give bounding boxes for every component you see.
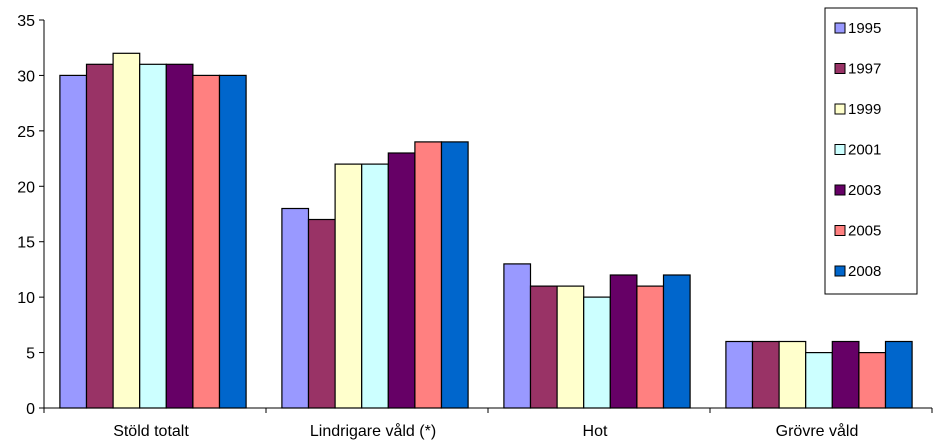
bar-2008-2 [440, 141, 469, 409]
bar-1995-2 [281, 207, 310, 409]
y-tick-label-0: 0 [26, 401, 35, 418]
bar-2001-3 [583, 296, 611, 409]
y-tick-label-20: 20 [17, 179, 35, 196]
legend-label-2003: 2003 [848, 182, 881, 199]
y-tick-label-35: 35 [17, 13, 35, 30]
legend-swatch-2001 [834, 144, 846, 155]
x-tick-label-3: Hot [583, 423, 608, 440]
bar-2005-3 [636, 285, 665, 409]
bar-1995-1 [59, 74, 88, 409]
legend-label-1997: 1997 [848, 61, 881, 78]
y-tick-label-5: 5 [26, 346, 35, 363]
legend-label-1999: 1999 [848, 101, 881, 118]
bar-2003-1 [165, 63, 194, 409]
legend-swatch-2005 [834, 225, 846, 236]
legend-label-2008: 2008 [848, 263, 881, 280]
legend: 1995 1997 1999 2001 2003 2005 2008 [824, 7, 918, 295]
y-tick-label-25: 25 [17, 124, 35, 141]
legend-label-2001: 2001 [848, 142, 881, 159]
bar-1997-1 [85, 63, 114, 409]
bar-1995-3 [503, 263, 532, 409]
x-tick-label-4: Grövre våld [776, 422, 859, 440]
x-tick-label-2: Lindrigare våld (*) [310, 422, 436, 440]
bar-1999-4 [778, 340, 807, 409]
y-tick-label-10: 10 [17, 290, 35, 307]
bar-1995-4 [725, 340, 754, 409]
bar-1999-1 [112, 52, 141, 409]
legend-swatch-2003 [834, 184, 846, 196]
bar-2001-1 [139, 63, 167, 409]
bar-1997-4 [751, 340, 780, 409]
bar-2008-1 [218, 74, 247, 409]
legend-swatch-2008 [834, 265, 846, 277]
legend-swatch-1999 [834, 103, 846, 115]
bar-1999-2 [334, 163, 363, 409]
bar-2001-2 [361, 163, 389, 409]
legend-swatch-1997 [834, 63, 846, 74]
legend-label-1995: 1995 [848, 20, 881, 37]
bar-2003-3 [609, 274, 638, 409]
y-tick-label-15: 15 [17, 235, 35, 252]
bar-2008-4 [884, 340, 913, 409]
bar-1997-3 [529, 285, 558, 409]
bar-2005-4 [858, 352, 887, 409]
bar-1999-3 [556, 285, 585, 409]
bar-2003-2 [387, 152, 416, 409]
bar-2008-3 [662, 274, 691, 409]
legend-label-2005: 2005 [848, 223, 881, 240]
bar-2005-1 [192, 74, 221, 409]
axes-group: 0 5 10 15 20 25 30 35 Stöld totalt Lindrigare vål… [17, 13, 933, 440]
bar-2005-2 [414, 141, 443, 409]
bar-2001-4 [805, 352, 833, 409]
legend-swatch-1995 [834, 22, 846, 34]
bar-1997-2 [307, 218, 336, 409]
bar-2003-4 [831, 340, 860, 409]
bars-group [59, 52, 913, 409]
y-tick-label-30: 30 [17, 68, 35, 85]
x-tick-label-1: Stöld totalt [113, 423, 189, 440]
